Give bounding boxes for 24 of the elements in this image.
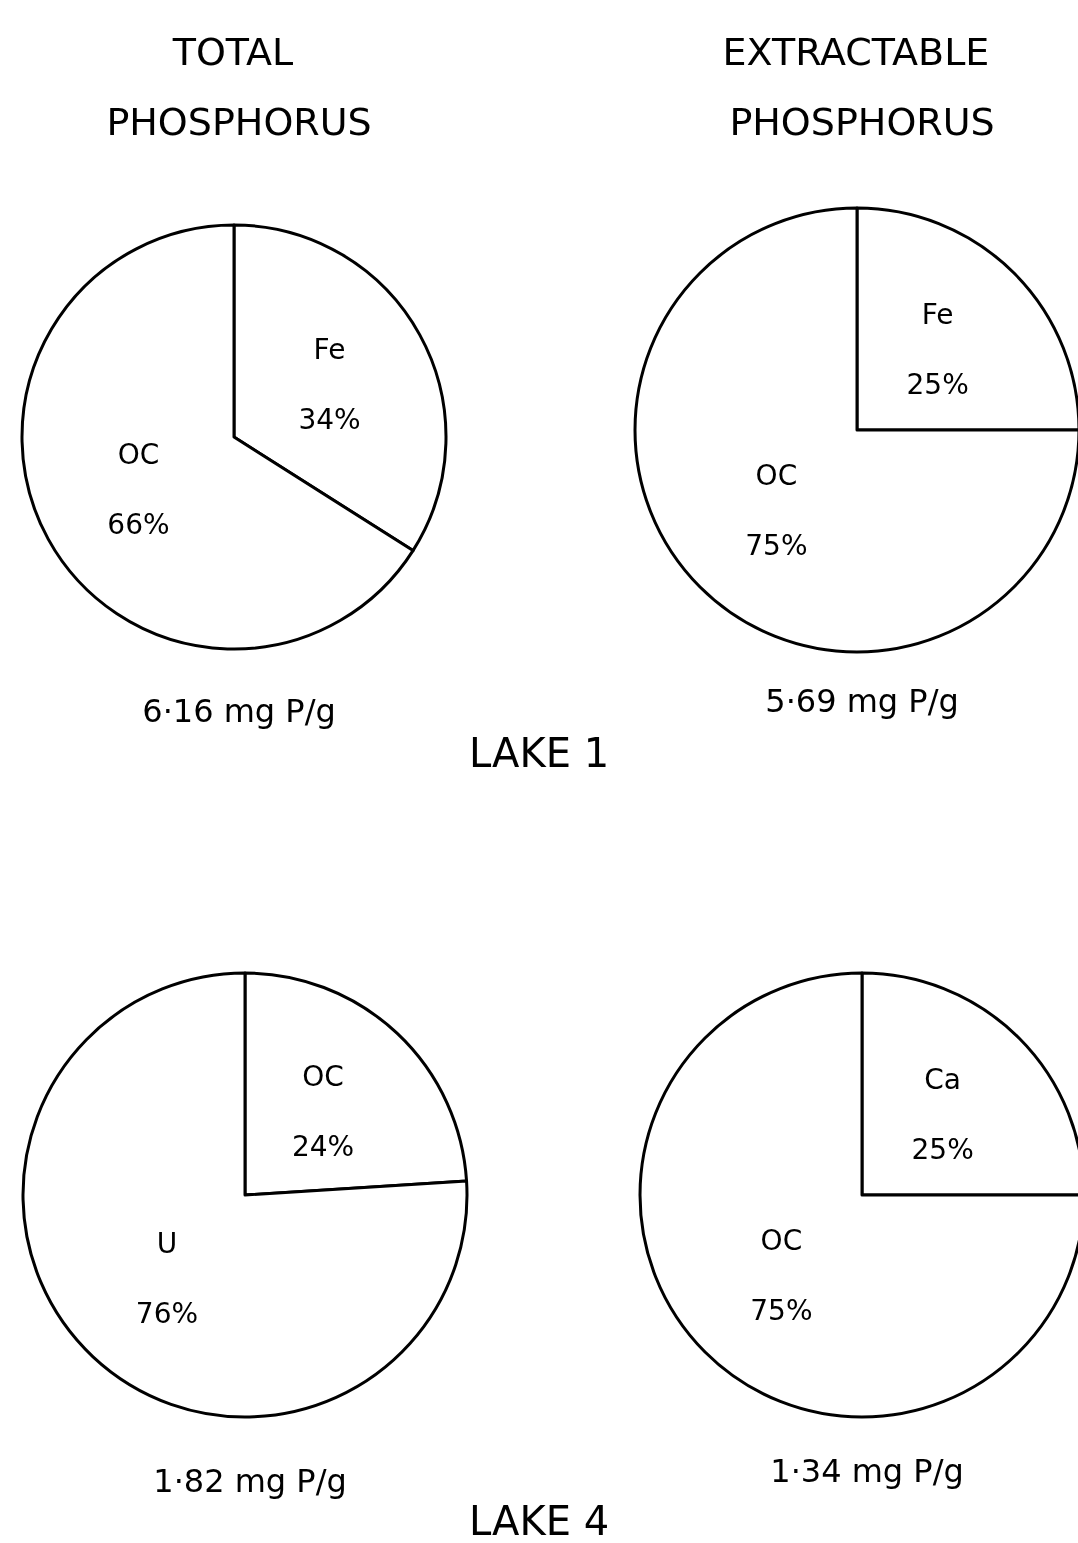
text: 1·82 mg P/g: [153, 1462, 347, 1500]
slice-label: OC: [755, 459, 798, 493]
slice-label: OC: [117, 438, 160, 472]
slice-label: Fe: [921, 297, 954, 331]
data-label: 24%: [291, 1130, 355, 1164]
slice-label: Fe: [313, 332, 346, 366]
data-label: 66%: [107, 508, 170, 542]
data-label: 76%: [135, 1296, 199, 1330]
text: LAKE 4: [468, 1498, 610, 1543]
slice-label: U: [156, 1226, 178, 1260]
slice-label: OC: [760, 1224, 803, 1258]
data-label: 75%: [750, 1294, 813, 1328]
data-label: 34%: [298, 402, 361, 436]
text: LAKE 1: [467, 730, 611, 776]
data-label: 25%: [906, 367, 969, 401]
text: 6·16 mg P/g: [142, 692, 336, 730]
slice-label: Ca: [924, 1062, 961, 1096]
text: 1·34 mg P/g: [770, 1452, 964, 1490]
slice-label: OC: [302, 1060, 344, 1094]
chart-title: TOTAL PHOSPHORUS: [106, 30, 372, 144]
data-label: 75%: [745, 529, 808, 563]
text: 5·69 mg P/g: [765, 682, 959, 720]
data-label: 25%: [911, 1132, 974, 1166]
chart-title: EXTRACTABLE PHOSPHORUS: [722, 30, 1002, 144]
